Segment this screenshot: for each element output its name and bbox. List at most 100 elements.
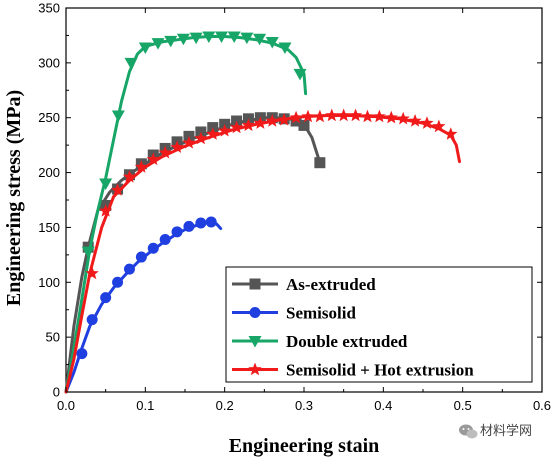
- legend: As-extruded Semisolid Double extruded Semis…: [225, 266, 533, 383]
- data-point: [278, 42, 292, 54]
- axes-layer: 0.0 0.1 0.2 0.3 0.4 0.5 0.6 0 50 100 150 200 250 300 3…: [38, 1, 551, 414]
- legend-label: Semisolid: [286, 304, 356, 323]
- data-point: [205, 216, 217, 228]
- data-point: [444, 127, 458, 140]
- data-point: [164, 35, 178, 48]
- legend-item: Semisolid: [232, 304, 356, 323]
- data-point: [100, 292, 112, 304]
- data-point: [158, 145, 172, 159]
- data-point: [420, 116, 434, 129]
- x-tick-label: 0.0: [57, 398, 75, 413]
- data-point: [138, 42, 152, 54]
- series-semisolid: [64, 216, 223, 394]
- data-point: [314, 157, 326, 169]
- legend-label: As-extruded: [286, 275, 376, 294]
- x-tick-label: 0.4: [374, 398, 392, 413]
- data-point: [253, 116, 267, 129]
- data-point: [124, 57, 138, 70]
- data-point: [86, 314, 98, 326]
- data-point: [298, 119, 310, 131]
- watermark: 材料学网: [459, 423, 532, 439]
- data-point: [135, 251, 147, 263]
- data-point: [81, 246, 95, 259]
- data-point: [432, 119, 446, 133]
- y-tick-label: 250: [38, 110, 60, 125]
- y-tick-label: 0: [53, 385, 60, 400]
- series-semisolid-hot-extrusion: [64, 108, 461, 394]
- x-tick-label: 0.3: [295, 398, 313, 413]
- legend-swatch-marker: [249, 278, 261, 290]
- data-point: [151, 38, 165, 50]
- series-layer: [64, 31, 461, 394]
- data-point: [384, 110, 398, 124]
- wechat-icon: [459, 424, 478, 439]
- data-point: [396, 111, 410, 125]
- data-point: [85, 266, 99, 280]
- data-point: [147, 242, 159, 254]
- legend-items: As-extruded Semisolid Double extruded Semis…: [232, 275, 474, 380]
- series-double-extruded: [64, 31, 308, 394]
- data-point: [146, 152, 160, 166]
- y-tick-label: 200: [38, 165, 60, 180]
- data-point: [325, 108, 339, 122]
- x-axis-title: Engineering stain: [229, 435, 380, 457]
- y-axis-title: Engineering stress (MPa): [3, 90, 25, 306]
- x-tick-label: 0.2: [216, 398, 234, 413]
- data-point: [134, 160, 148, 173]
- y-tick-label: 150: [38, 220, 60, 235]
- data-point: [289, 110, 303, 124]
- data-point: [194, 131, 208, 145]
- data-point: [195, 217, 207, 229]
- data-point: [301, 109, 315, 123]
- legend-item: As-extruded: [232, 275, 376, 294]
- legend-swatch-marker: [249, 307, 261, 318]
- data-point: [112, 276, 124, 288]
- data-point: [290, 115, 302, 127]
- data-point: [253, 33, 267, 46]
- data-point: [99, 204, 113, 217]
- legend-box: [225, 266, 533, 383]
- data-point: [110, 183, 125, 196]
- data-point: [183, 220, 195, 232]
- y-tick-label: 300: [38, 55, 60, 70]
- data-point: [265, 114, 279, 127]
- data-point: [218, 123, 232, 137]
- x-tick-label: 0.6: [533, 398, 551, 413]
- data-point: [408, 114, 422, 127]
- legend-item: Semisolid + Hot extrusion: [232, 361, 474, 380]
- watermark-text: 材料学网: [480, 423, 532, 439]
- data-point: [265, 37, 279, 49]
- y-tick-label: 100: [38, 275, 60, 290]
- x-tick-label: 0.1: [136, 398, 154, 413]
- legend-label: Semisolid + Hot extrusion: [286, 361, 474, 380]
- legend-item: Double extruded: [232, 332, 408, 351]
- legend-swatch-marker: [248, 336, 262, 348]
- data-point: [241, 118, 256, 132]
- data-point: [313, 109, 327, 123]
- data-point: [170, 140, 184, 153]
- x-tick-label: 0.5: [454, 398, 472, 413]
- y-tick-label: 50: [46, 330, 60, 345]
- data-point: [229, 120, 244, 134]
- data-point: [240, 32, 254, 45]
- data-point: [182, 135, 196, 149]
- data-point: [176, 33, 190, 46]
- data-point: [277, 112, 291, 126]
- data-point: [372, 109, 386, 123]
- legend-swatch-marker: [248, 362, 262, 376]
- data-point: [227, 31, 241, 44]
- data-point: [122, 170, 137, 183]
- data-point: [171, 226, 183, 238]
- data-point: [214, 31, 228, 44]
- data-point: [189, 32, 203, 45]
- data-point: [159, 233, 171, 245]
- data-point: [206, 127, 220, 140]
- data-point: [337, 108, 351, 122]
- y-tick-label: 350: [38, 1, 60, 16]
- data-point: [293, 68, 307, 81]
- data-point: [76, 348, 88, 360]
- legend-label: Double extruded: [286, 332, 408, 351]
- data-point: [348, 108, 363, 122]
- data-point: [99, 178, 113, 191]
